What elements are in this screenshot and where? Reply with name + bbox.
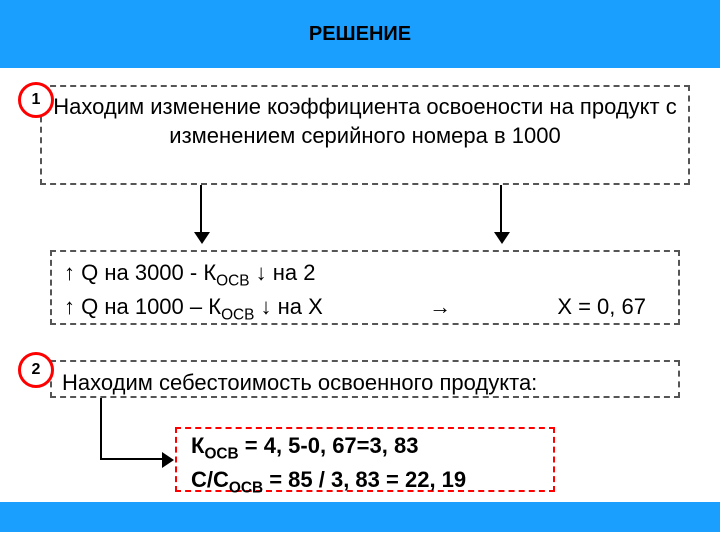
result-box: КОСВ = 4, 5-0, 67=3, 83 С/С ОСВ = 85 / 3,… (175, 427, 555, 492)
calc1-sub: ОСВ (216, 272, 249, 289)
step-1-box: Находим изменение коэффициента освоеност… (40, 85, 690, 185)
footer-bar (0, 502, 720, 532)
res2-post: = 85 / 3, 83 = 22, 19 (263, 467, 466, 492)
page-title: РЕШЕНИЕ (309, 23, 411, 46)
calc1-post: ↓ на 2 (250, 260, 316, 285)
calc-line-2: ↑ Q на 1000 – КОСВ ↓ на X → X = 0, 67 (64, 292, 666, 326)
arrow-result-vert (100, 398, 102, 460)
result-line-1: КОСВ = 4, 5-0, 67=3, 83 (191, 431, 539, 465)
step-2-badge: 2 (18, 352, 54, 388)
arrow-left-head (194, 232, 210, 244)
arrow-left-down (200, 185, 202, 235)
calc2-sub: ОСВ (221, 306, 254, 323)
arrow-right-head (494, 232, 510, 244)
calculation-box: ↑ Q на 3000 - КОСВ ↓ на 2 ↑ Q на 1000 – … (50, 250, 680, 325)
result-line-2: С/СОСВ = 85 / 3, 83 = 22, 19 (191, 465, 539, 499)
res2-sub: ОСВ (229, 479, 263, 496)
step-2-text: Находим себестоимость освоенного продукт… (62, 368, 668, 399)
step-2-box: Находим себестоимость освоенного продукт… (50, 360, 680, 398)
header-bar: РЕШЕНИЕ (0, 0, 720, 68)
calc-result: X = 0, 67 (557, 292, 666, 326)
res1-sub: ОСВ (204, 445, 238, 462)
res2-pre: С/С (191, 467, 229, 492)
res1-post: = 4, 5-0, 67=3, 83 (239, 433, 419, 458)
arrow-result-head (162, 452, 174, 468)
step-1-text: Находим изменение коэффициента освоеност… (52, 93, 678, 150)
calc2-post: ↓ на X (254, 294, 322, 319)
arrow-result-horiz (100, 458, 165, 460)
res1-pre: К (191, 433, 204, 458)
step-1-number: 1 (32, 91, 41, 109)
arrow-right-down (500, 185, 502, 235)
step-2-number: 2 (32, 361, 41, 379)
calc-line-1: ↑ Q на 3000 - КОСВ ↓ на 2 (64, 258, 666, 292)
calc2-pre: ↑ Q на 1000 – К (64, 294, 221, 319)
arrow-right-symbol: → (323, 292, 557, 326)
step-1-badge: 1 (18, 82, 54, 118)
calc1-pre: ↑ Q на 3000 - К (64, 260, 216, 285)
